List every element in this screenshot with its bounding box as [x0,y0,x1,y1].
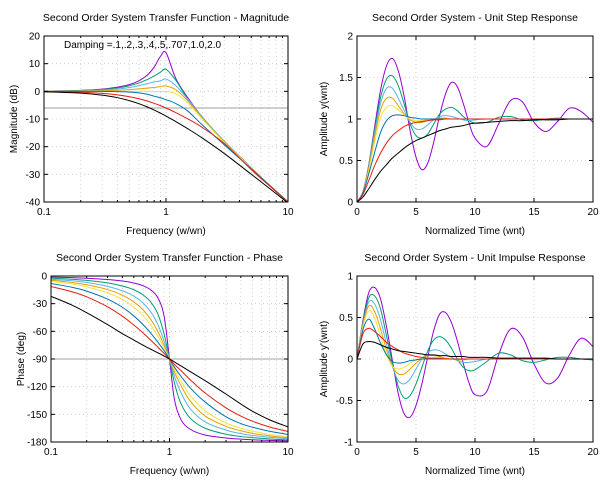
y-axis-label: Amplitude y'(wnt) [319,321,330,397]
chart-impulse: 0 5 10 15 20 -1 -0.5 0 0.5 1 Second Order System -… [319,252,599,477]
series-line-damping-0_1 [51,276,288,442]
series-line-damping-0_1 [357,286,593,419]
series-line-damping-0_3 [51,278,288,440]
x-tick-label: 15 [528,447,540,458]
y-tick-label: 0 [41,272,47,283]
x-tick-label: 1 [163,207,169,218]
y-axis-label: Magnitude (dB) [9,85,20,153]
y-tick-label: -120 [27,382,47,393]
y-tick-label: -20 [26,142,41,153]
chart-title: Second Order System - Unit Step Response [372,12,578,24]
x-tick-label: 0 [354,207,360,218]
series-line-damping-2 [51,295,288,428]
x-tick-label: 0 [354,447,360,458]
y-tick-label: -180 [27,438,47,449]
x-axis-label: Frequency (w/wn) [130,466,209,477]
x-tick-label: 10 [282,447,294,458]
y-tick-label: -60 [33,327,48,338]
x-axis-label: Normalized Time (wnt) [425,466,525,477]
y-tick-label: -1 [344,438,353,449]
x-axis-label: Frequency (w/wn) [126,226,205,237]
y-tick-label: 0 [347,198,353,209]
y-tick-label: 0.5 [339,313,353,324]
series-group [44,50,288,202]
y-axis-label: Phase (deg) [16,332,27,386]
chart-title: Second Order System - Unit Impulse Respo… [364,252,585,264]
series-line-damping-0_1 [357,57,593,202]
chart-title: Second Order System Transfer Function - … [43,12,289,24]
chart-title: Second Order System Transfer Function - … [56,252,283,264]
x-tick-label: 0.1 [44,447,58,458]
x-tick-label: 10 [469,447,481,458]
y-tick-label: -90 [33,355,48,366]
x-axis-label: Normalized Time (wnt) [425,226,525,237]
x-tick-label: 15 [528,207,540,218]
series-line-damping-1 [51,286,288,432]
series-line-damping-2 [357,118,593,202]
series-line-damping-0_2 [357,74,593,202]
x-tick-label: 1 [167,447,173,458]
x-tick-label: 10 [282,207,294,218]
y-axis-label: Amplitude y(wnt) [319,82,330,156]
y-tick-label: 20 [29,32,41,43]
series-line-damping-2 [357,341,593,360]
y-tick-label: 1.5 [339,73,353,84]
y-tick-label: 0.5 [339,156,353,167]
series-line-damping-0_707 [44,90,288,202]
chart-phase: 0.1 1 10 -180 -150 -120 -90 -60 -30 0 Second Order… [16,252,294,477]
series-group [51,276,288,442]
y-tick-label: -30 [33,299,48,310]
y-tick-label: 1 [347,115,353,126]
x-tick-label: 5 [413,447,419,458]
y-tick-label: -40 [26,198,41,209]
series-group [357,57,593,202]
series-line-damping-1 [44,91,288,202]
damping-annotation: Damping =.1,.2,.3,.4,.5,.707,1.0,2.0 [64,40,221,51]
series-line-damping-0_707 [51,282,288,435]
series-group [357,286,593,419]
series-line-damping-0_2 [51,277,288,441]
series-line-damping-2 [44,91,288,202]
series-line-damping-0_5 [51,280,288,438]
x-tick-label: 0.1 [37,207,51,218]
grid [44,36,288,202]
series-line-damping-0_1 [44,50,288,202]
y-tick-label: -0.5 [336,396,354,407]
series-line-damping-0_2 [357,293,593,400]
x-tick-label: 20 [587,447,599,458]
chart-step: 0 5 10 15 20 0 0.5 1 1.5 2 Second Order System - U… [319,12,599,237]
series-line-damping-1 [357,327,593,360]
series-line-damping-1 [357,118,593,202]
y-tick-label: -10 [26,115,41,126]
x-tick-label: 10 [469,207,481,218]
y-tick-label: 0 [34,87,40,98]
y-tick-label: 10 [29,59,41,70]
y-tick-label: 2 [347,32,353,43]
x-tick-label: 5 [413,207,419,218]
y-tick-label: 0 [347,355,353,366]
y-tick-label: 1 [347,272,353,283]
series-line-damping-0_4 [51,279,288,439]
x-tick-label: 20 [587,207,599,218]
y-tick-label: -150 [27,410,47,421]
y-tick-label: -30 [26,170,41,181]
